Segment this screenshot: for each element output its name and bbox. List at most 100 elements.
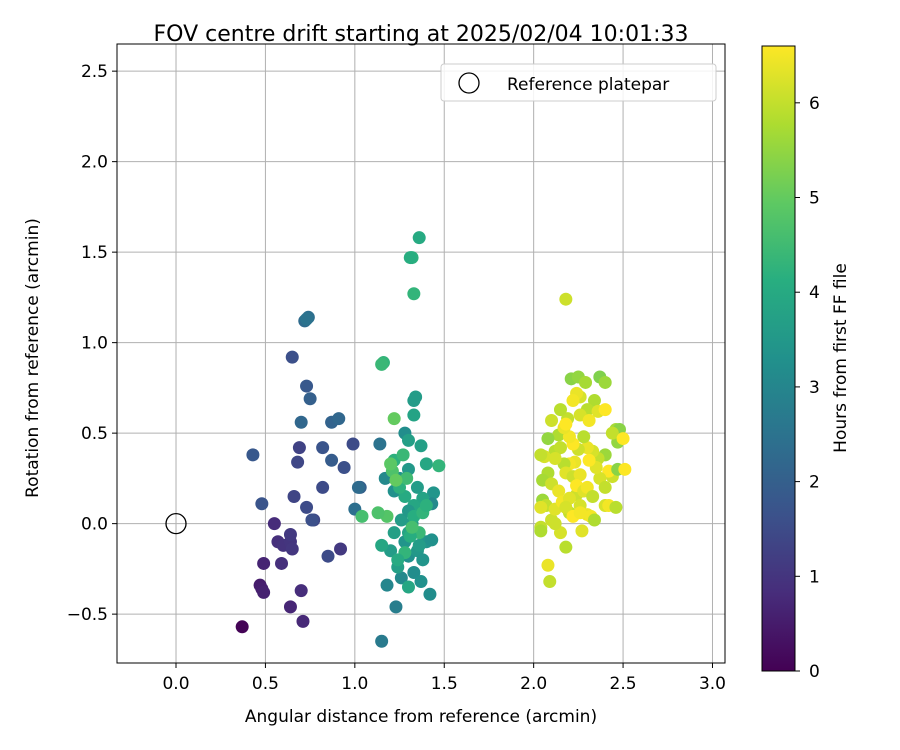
- chart-title: FOV centre drift starting at 2025/02/04 …: [154, 22, 689, 47]
- legend-label: Reference platepar: [507, 75, 669, 95]
- colorbar-tick-label: 4: [809, 283, 820, 303]
- data-point: [587, 513, 601, 527]
- y-tick-label: 2.5: [81, 62, 108, 82]
- data-point: [285, 542, 299, 556]
- data-point: [427, 486, 441, 500]
- y-tick-label: 0.5: [81, 424, 108, 444]
- data-point: [412, 538, 426, 552]
- y-axis-ticks: −0.5 0.0 0.5 1.0 1.5 2.0 2.5: [67, 62, 117, 625]
- data-point: [543, 575, 557, 589]
- reference-point: [165, 512, 187, 535]
- data-point: [396, 448, 410, 462]
- y-axis-label: Rotation from reference (arcmin): [23, 218, 43, 498]
- data-point: [387, 412, 401, 426]
- data-point: [598, 403, 612, 417]
- data-point: [337, 461, 351, 475]
- legend: Reference platepar: [440, 63, 717, 102]
- data-point: [291, 455, 305, 469]
- data-point: [407, 408, 421, 422]
- data-point: [294, 415, 308, 429]
- y-tick-label: 2.0: [81, 153, 108, 173]
- data-point: [534, 524, 548, 538]
- data-point: [355, 509, 369, 523]
- data-point: [414, 439, 428, 453]
- data-point: [389, 600, 403, 614]
- data-point: [255, 497, 269, 511]
- data-point: [316, 441, 330, 455]
- data-point: [373, 437, 387, 451]
- data-point: [257, 556, 271, 570]
- data-point: [332, 412, 346, 426]
- y-tick-label: 1.5: [81, 243, 108, 263]
- data-point: [582, 413, 596, 427]
- data-point: [534, 448, 548, 462]
- data-point: [300, 379, 314, 393]
- data-point: [582, 453, 596, 467]
- data-point: [394, 571, 408, 585]
- colorbar-tick-label: 2: [809, 473, 820, 493]
- data-point: [305, 513, 319, 527]
- data-point: [605, 426, 619, 440]
- data-point: [287, 489, 301, 503]
- data-point: [394, 513, 408, 527]
- data-point: [410, 480, 424, 494]
- data-point: [548, 451, 562, 465]
- data-point: [300, 500, 314, 514]
- data-point: [609, 500, 623, 514]
- colorbar-tick-label: 3: [809, 378, 820, 398]
- data-point: [577, 430, 591, 444]
- data-point: [380, 578, 394, 592]
- data-point: [616, 432, 630, 446]
- colorbar-tick-label: 5: [809, 189, 820, 209]
- data-point: [545, 413, 559, 427]
- data-point: [419, 499, 433, 513]
- data-point: [303, 392, 317, 406]
- data-point: [412, 231, 426, 245]
- data-point: [296, 614, 310, 628]
- colorbar: [761, 45, 796, 672]
- data-point: [534, 500, 548, 514]
- data-point: [389, 473, 403, 487]
- x-tick-label: 3.0: [699, 674, 726, 694]
- plot-frame: [116, 43, 726, 664]
- data-point: [257, 585, 271, 599]
- data-points: [235, 231, 632, 648]
- data-point: [275, 556, 289, 570]
- data-point: [552, 484, 566, 498]
- data-point: [283, 527, 297, 541]
- y-tick-label: 0.0: [81, 515, 108, 535]
- data-point: [375, 357, 389, 371]
- data-point: [346, 437, 360, 451]
- x-axis-ticks: 0.0 0.5 1.0 1.5 2.0 2.5 3.0: [162, 663, 726, 694]
- data-point: [407, 394, 421, 408]
- x-tick-label: 2.0: [520, 674, 547, 694]
- data-point: [541, 432, 555, 446]
- x-tick-label: 1.5: [431, 674, 458, 694]
- data-point: [587, 394, 601, 408]
- data-point: [294, 584, 308, 598]
- data-point: [401, 580, 415, 594]
- data-point: [246, 448, 260, 462]
- data-point: [566, 394, 580, 408]
- data-point: [300, 312, 314, 326]
- data-point: [416, 553, 430, 567]
- data-point: [579, 375, 593, 389]
- data-point: [419, 457, 433, 471]
- data-point: [334, 542, 348, 556]
- data-point: [553, 441, 567, 455]
- data-point: [423, 587, 437, 601]
- data-point: [559, 540, 573, 554]
- data-point: [432, 459, 446, 473]
- data-point: [553, 403, 567, 417]
- data-point: [235, 620, 249, 634]
- data-point: [285, 350, 299, 364]
- colorbar-tick-label: 0: [809, 662, 820, 682]
- data-point: [559, 500, 573, 514]
- data-point: [559, 417, 573, 431]
- data-point: [351, 480, 365, 494]
- data-point: [575, 524, 589, 538]
- data-point: [573, 468, 587, 482]
- data-point: [598, 480, 612, 494]
- legend-marker-icon: [458, 72, 480, 94]
